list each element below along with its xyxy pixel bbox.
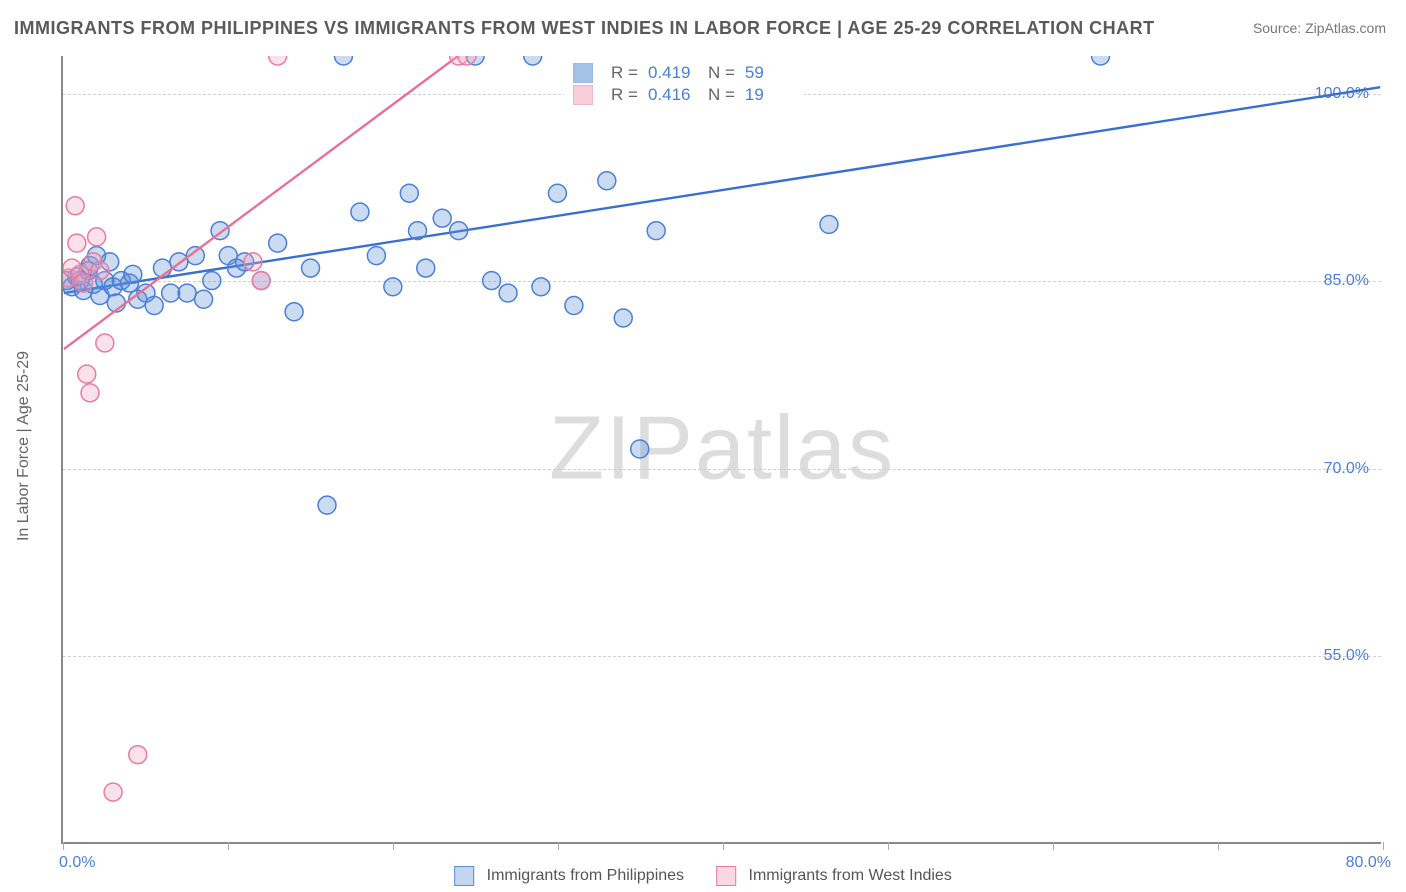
x-tick [558,842,559,850]
plot-area: ZIPatlas 55.0%70.0%85.0%100.0%0.0%80.0% [61,56,1381,844]
legend-swatch-0 [573,63,593,83]
r-label: R = [611,85,638,105]
data-point [499,284,517,302]
data-point [334,56,352,65]
data-point [285,303,303,321]
data-point [614,309,632,327]
data-point [91,262,109,280]
data-point [129,746,147,764]
bottom-legend-item-1: Immigrants from West Indies [716,866,952,886]
chart-svg [63,56,1381,842]
y-axis-label: In Labor Force | Age 25-29 [15,351,33,541]
legend-swatch-bottom-1 [716,866,736,886]
data-point [269,234,287,252]
r-label: R = [611,63,638,83]
x-end-label: 80.0% [1346,854,1391,872]
data-point [532,278,550,296]
chart-title: IMMIGRANTS FROM PHILIPPINES VS IMMIGRANT… [14,18,1155,39]
bottom-legend-item-0: Immigrants from Philippines [454,866,684,886]
x-tick [1218,842,1219,850]
x-tick [888,842,889,850]
data-point [81,384,99,402]
data-point [203,272,221,290]
source-label: Source: ZipAtlas.com [1253,20,1386,36]
data-point [433,209,451,227]
data-point [74,274,92,292]
x-tick [393,842,394,850]
data-point [195,290,213,308]
top-legend-row-1: R = 0.416 N = 19 [573,85,795,105]
bottom-legend: Immigrants from Philippines Immigrants f… [454,866,952,886]
data-point [820,215,838,233]
data-point [145,297,163,315]
data-point [318,496,336,514]
legend-swatch-bottom-0 [454,866,474,886]
n-label: N = [708,85,735,105]
x-tick [723,842,724,850]
data-point [96,334,114,352]
data-point [417,259,435,277]
data-point [88,228,106,246]
data-point [565,297,583,315]
data-point [252,272,270,290]
regression-line-1 [64,56,492,349]
data-point [384,278,402,296]
x-tick [228,842,229,850]
data-point [244,253,262,271]
top-legend-row-0: R = 0.419 N = 59 [573,63,795,83]
n-value-0: 59 [745,63,795,83]
x-start-label: 0.0% [59,854,95,872]
data-point [104,783,122,801]
data-point [78,365,96,383]
data-point [351,203,369,221]
data-point [269,56,287,65]
data-point [367,247,385,265]
n-value-1: 19 [745,85,795,105]
data-point [524,56,542,65]
bottom-legend-label-1: Immigrants from West Indies [749,867,952,884]
data-point [450,222,468,240]
data-point [647,222,665,240]
data-point [400,184,418,202]
data-point [178,284,196,302]
data-point [66,197,84,215]
data-point [124,265,142,283]
bottom-legend-label-0: Immigrants from Philippines [487,867,684,884]
data-point [598,172,616,190]
data-point [483,272,501,290]
x-tick [1053,842,1054,850]
data-point [1092,56,1110,65]
data-point [68,234,86,252]
n-label: N = [708,63,735,83]
data-point [162,284,180,302]
data-point [302,259,320,277]
data-point [409,222,427,240]
data-point [631,440,649,458]
data-point [548,184,566,202]
r-value-0: 0.419 [648,63,698,83]
r-value-1: 0.416 [648,85,698,105]
legend-swatch-1 [573,85,593,105]
x-tick [1383,842,1384,850]
x-tick [63,842,64,850]
top-legend: R = 0.419 N = 59 R = 0.416 N = 19 [564,56,804,112]
